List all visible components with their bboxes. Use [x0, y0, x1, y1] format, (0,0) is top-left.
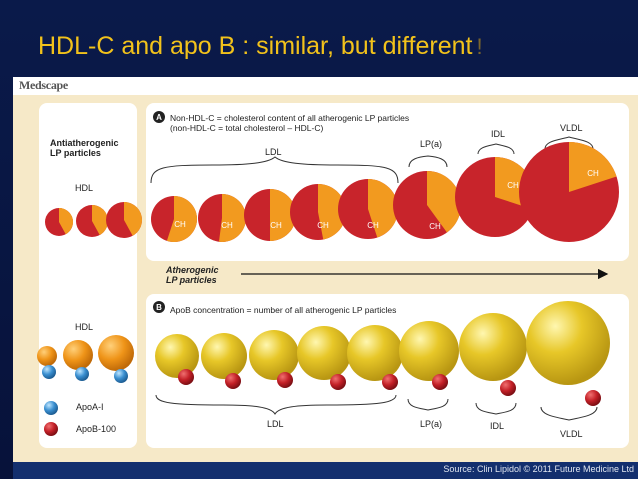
- panel-b-vldl-label: VLDL: [560, 429, 583, 439]
- hdl-particle-2: [63, 340, 93, 381]
- hdl-pie-1: [45, 208, 73, 236]
- ch-label: CH: [587, 169, 599, 178]
- brace-b-idl: [475, 402, 517, 415]
- source-credit: Source: Clin Lipidol © 2011 Future Medic…: [443, 464, 634, 474]
- slide-title: HDL-C and apo B : similar, but different…: [38, 32, 483, 60]
- panel-a-ldl-label: LDL: [265, 147, 282, 157]
- panel-a-vldl-label: VLDL: [560, 123, 583, 133]
- figure-area: Medscape Antiatherogenic LP particles HD…: [13, 77, 638, 462]
- antiatherogenic-heading: Antiatherogenic LP particles: [50, 138, 119, 158]
- brace-b-ldl: [155, 394, 397, 416]
- ch-label: CH: [270, 221, 282, 230]
- panel-b-lpa-label: LP(a): [420, 419, 443, 429]
- panel-a-text: Non-HDL-C = cholesterol content of all a…: [170, 113, 410, 133]
- panel-b-ldl-label: LDL: [267, 419, 284, 429]
- ch-label: CH: [367, 221, 379, 230]
- ch-label: CH: [221, 221, 233, 230]
- diagram-graphics: A B CH CH CH CH CH CH CH CH: [37, 111, 619, 436]
- ldl-pie-3: CH: [244, 189, 296, 241]
- vldl-particle: [526, 301, 610, 406]
- legend-apoa1-label: ApoA-I: [76, 402, 104, 412]
- ch-label: CH: [174, 220, 186, 229]
- ch-label: CH: [317, 221, 329, 230]
- panel-a-lpa-label: LP(a): [420, 139, 443, 149]
- panel-b-text: ApoB concentration = number of all ather…: [170, 305, 397, 315]
- panel-a-marker: A: [153, 111, 165, 123]
- panel-b-idl-label: IDL: [490, 421, 505, 431]
- ch-label: CH: [429, 222, 441, 231]
- vldl-pie: CH: [519, 142, 619, 242]
- brace-a-vldl: [544, 136, 594, 150]
- hdl-pie-3: [106, 202, 143, 238]
- brace-a-idl: [477, 143, 515, 155]
- ldl-pie-1: CH: [151, 196, 198, 242]
- ldl-pie-4: CH: [290, 184, 347, 240]
- panel-b-marker: B: [153, 301, 165, 313]
- legend-apob100-swatch: [44, 422, 58, 436]
- footer-bar: Source: Clin Lipidol © 2011 Future Medic…: [13, 462, 638, 479]
- svg-text:A: A: [156, 113, 162, 122]
- hdl-particle-3: [98, 335, 134, 383]
- title-mark: !: [476, 34, 483, 59]
- idl-particle: [459, 313, 527, 396]
- apob-dot: [585, 390, 601, 406]
- apob-dot: [277, 372, 293, 388]
- apob-dot: [178, 369, 194, 385]
- brace-a-ldl: [150, 156, 399, 184]
- apob-dot: [432, 374, 448, 390]
- apob-dot: [225, 373, 241, 389]
- brand-bar: Medscape: [13, 77, 638, 95]
- lpa-particle: [399, 321, 459, 390]
- ldl-particle-3: [249, 330, 299, 388]
- panel-a-idl-label: IDL: [491, 129, 506, 139]
- hdl-pie-2: [76, 205, 108, 237]
- brace-a-lpa: [408, 155, 448, 168]
- lpa-pie: CH: [393, 171, 461, 239]
- ldl-particle-5: [347, 325, 403, 390]
- brace-b-vldl: [540, 406, 598, 421]
- ldl-pie-5: CH: [338, 179, 398, 239]
- medscape-logo: Medscape: [19, 78, 68, 92]
- svg-text:B: B: [156, 303, 162, 312]
- ldl-pie-2: CH: [198, 194, 246, 242]
- atherogenic-arrow-label: Atherogenic LP particles: [166, 265, 219, 285]
- ldl-particle-4: [297, 326, 351, 390]
- ch-label: CH: [507, 181, 519, 190]
- hdl-label-bottom: HDL: [75, 322, 94, 332]
- apob-dot: [382, 374, 398, 390]
- brace-b-lpa: [407, 398, 449, 411]
- hdl-label-top: HDL: [75, 183, 94, 193]
- legend-apob100-label: ApoB-100: [76, 424, 117, 434]
- hdl-particle-1: [37, 346, 57, 379]
- legend-apoa1-swatch: [44, 401, 58, 415]
- ldl-particle-2: [201, 333, 247, 389]
- apob-dot: [500, 380, 516, 396]
- left-panel: [39, 103, 137, 448]
- apob-dot: [330, 374, 346, 390]
- ldl-particle-1: [155, 334, 199, 385]
